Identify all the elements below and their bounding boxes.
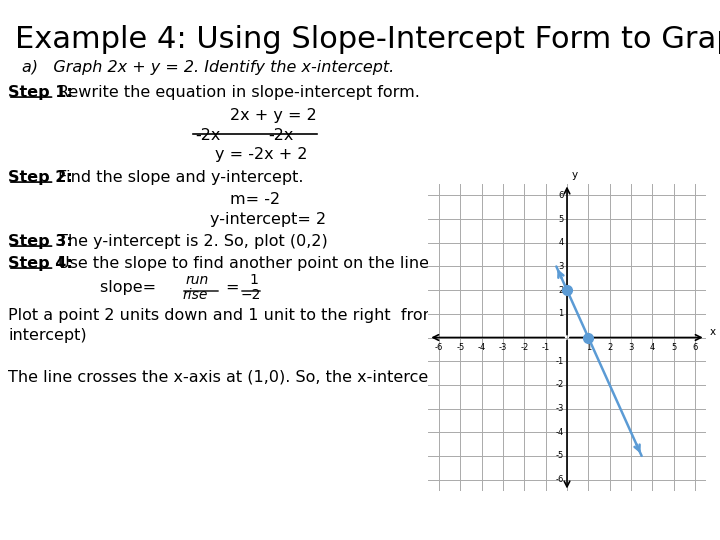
Text: y-intercept= 2: y-intercept= 2 bbox=[210, 212, 326, 227]
Text: Rewrite the equation in slope-intercept form.: Rewrite the equation in slope-intercept … bbox=[58, 85, 420, 100]
Text: Step 2:: Step 2: bbox=[8, 170, 73, 185]
Text: 5: 5 bbox=[671, 343, 676, 353]
Text: Step 3:: Step 3: bbox=[8, 234, 73, 249]
Text: m= -2: m= -2 bbox=[230, 192, 280, 207]
Text: -3: -3 bbox=[499, 343, 507, 353]
Text: The line crosses the x-axis at (1,0). So, the x-intercept is 1.: The line crosses the x-axis at (1,0). So… bbox=[8, 370, 483, 385]
Text: -1: -1 bbox=[556, 357, 564, 366]
Text: -4: -4 bbox=[556, 428, 564, 437]
Text: a)   Graph 2x + y = 2. Identify the x-intercept.: a) Graph 2x + y = 2. Identify the x-inte… bbox=[22, 60, 395, 75]
Text: y = -2x + 2: y = -2x + 2 bbox=[215, 147, 307, 162]
Text: -3: -3 bbox=[555, 404, 564, 413]
Text: -2x: -2x bbox=[268, 128, 293, 143]
Text: 1: 1 bbox=[585, 343, 591, 353]
Text: -6: -6 bbox=[435, 343, 444, 353]
Text: 1: 1 bbox=[249, 273, 258, 287]
Text: =: = bbox=[225, 280, 238, 295]
Text: 3: 3 bbox=[559, 262, 564, 271]
Text: rise: rise bbox=[183, 288, 208, 302]
Text: -1: -1 bbox=[541, 343, 550, 353]
Text: -2: -2 bbox=[521, 343, 528, 353]
Text: 4: 4 bbox=[649, 343, 655, 353]
Text: The y-intercept is 2. So, plot (0,2): The y-intercept is 2. So, plot (0,2) bbox=[58, 234, 328, 249]
Text: Use the slope to find another point on the line.: Use the slope to find another point on t… bbox=[58, 256, 435, 271]
Text: -5: -5 bbox=[456, 343, 464, 353]
Text: -2x: -2x bbox=[195, 128, 220, 143]
Text: y: y bbox=[571, 170, 577, 180]
Text: slope=: slope= bbox=[100, 280, 161, 295]
Text: 5: 5 bbox=[559, 214, 564, 224]
Text: -2: -2 bbox=[556, 380, 564, 389]
Text: 4: 4 bbox=[559, 238, 564, 247]
Text: -4: -4 bbox=[477, 343, 486, 353]
Text: Find the slope and y-intercept.: Find the slope and y-intercept. bbox=[58, 170, 304, 185]
Text: run: run bbox=[186, 273, 210, 287]
Text: 3: 3 bbox=[629, 343, 634, 353]
Text: 6: 6 bbox=[559, 191, 564, 200]
Text: Plot a point 2 units down and 1 unit to the right  from the y-: Plot a point 2 units down and 1 unit to … bbox=[8, 308, 490, 323]
Text: x: x bbox=[710, 327, 716, 336]
Text: Example 4: Using Slope-Intercept Form to Graph: Example 4: Using Slope-Intercept Form to… bbox=[15, 25, 720, 54]
Text: -5: -5 bbox=[556, 451, 564, 461]
Text: 2: 2 bbox=[559, 286, 564, 295]
Text: Step 1:: Step 1: bbox=[8, 85, 73, 100]
Text: intercept): intercept) bbox=[8, 328, 86, 343]
Text: −2: −2 bbox=[241, 288, 261, 302]
Text: 6: 6 bbox=[692, 343, 698, 353]
Text: 1: 1 bbox=[559, 309, 564, 318]
Text: 2x + y = 2: 2x + y = 2 bbox=[230, 108, 317, 123]
Text: -6: -6 bbox=[555, 475, 564, 484]
Text: Step 4:: Step 4: bbox=[8, 256, 73, 271]
Text: 2: 2 bbox=[607, 343, 612, 353]
